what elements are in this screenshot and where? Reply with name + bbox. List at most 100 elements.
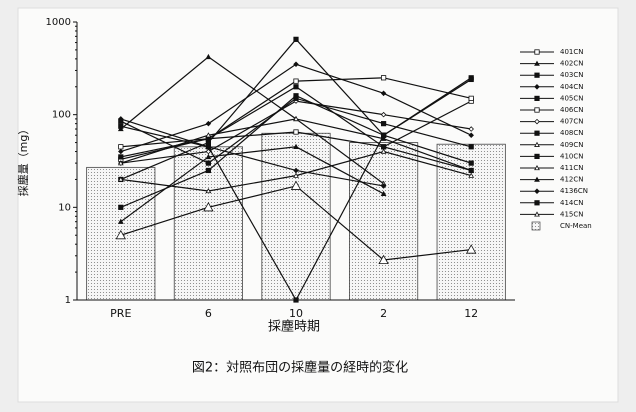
marker xyxy=(293,143,299,149)
legend-label: 408CN xyxy=(560,129,584,137)
x-tick-label: 6 xyxy=(205,307,212,320)
y-tick-label: 100 xyxy=(52,110,71,121)
marker xyxy=(115,229,126,240)
marker xyxy=(534,141,540,147)
marker xyxy=(205,144,212,150)
marker xyxy=(380,183,387,189)
marker xyxy=(293,84,299,90)
marker xyxy=(117,176,124,182)
marker xyxy=(203,202,214,212)
marker xyxy=(466,244,477,254)
marker xyxy=(380,190,387,196)
marker xyxy=(534,164,540,171)
legend-label: 406CN xyxy=(560,106,584,114)
bar xyxy=(349,142,419,301)
legend-label: 414CN xyxy=(560,199,584,207)
marker xyxy=(205,132,212,138)
marker xyxy=(534,95,540,101)
series-line xyxy=(120,118,384,187)
marker xyxy=(118,154,124,160)
legend-label: 407CN xyxy=(560,118,584,126)
marker xyxy=(534,200,540,206)
bar xyxy=(261,132,331,301)
legend-label: 401CN xyxy=(560,48,584,56)
marker xyxy=(468,172,475,178)
marker xyxy=(468,126,474,132)
marker xyxy=(468,160,474,166)
marker xyxy=(117,160,124,166)
marker xyxy=(380,144,387,150)
marker xyxy=(534,60,540,66)
marker xyxy=(534,49,540,55)
marker xyxy=(293,61,299,68)
marker xyxy=(293,167,299,174)
marker xyxy=(118,204,124,210)
marker xyxy=(534,84,540,90)
series-line xyxy=(120,146,384,223)
legend-label: 415CN xyxy=(560,210,584,218)
marker xyxy=(293,129,299,135)
marker xyxy=(293,115,299,122)
marker xyxy=(118,123,124,129)
marker xyxy=(205,160,211,166)
legend-label: 409CN xyxy=(560,141,584,149)
marker xyxy=(534,211,540,217)
x-tick-label: 10 xyxy=(289,307,303,320)
legend-label: 410CN xyxy=(560,152,584,160)
legend-label: 402CN xyxy=(560,60,584,68)
marker xyxy=(380,121,387,127)
marker xyxy=(468,76,474,83)
marker xyxy=(205,167,211,174)
marker xyxy=(205,153,212,160)
marker xyxy=(380,75,387,81)
marker xyxy=(205,53,212,60)
legend-swatch xyxy=(531,221,541,231)
marker xyxy=(468,95,474,101)
marker xyxy=(380,148,387,154)
marker xyxy=(290,180,302,190)
marker xyxy=(534,107,540,113)
x-axis-label: 採塵時期 xyxy=(268,320,320,335)
y-tick-label: 1000 xyxy=(46,17,71,28)
x-tick-label: 2 xyxy=(380,307,387,320)
legend-label: 411CN xyxy=(560,164,584,172)
legend-label: 412CN xyxy=(560,176,584,184)
marker xyxy=(534,153,540,159)
marker xyxy=(380,132,387,138)
series-line xyxy=(120,118,384,185)
marker xyxy=(380,111,387,118)
marker xyxy=(534,188,540,194)
legend-label: 4136CN xyxy=(560,187,588,195)
marker xyxy=(468,167,474,174)
marker xyxy=(293,95,299,101)
legend-label: CN-Mean xyxy=(560,222,592,230)
marker xyxy=(468,144,474,150)
y-tick-label: 10 xyxy=(58,202,71,213)
marker xyxy=(468,132,474,138)
marker xyxy=(117,218,124,224)
marker xyxy=(534,130,540,136)
marker xyxy=(380,90,387,97)
legend-label: 403CN xyxy=(560,71,584,79)
legend-label: 405CN xyxy=(560,94,584,102)
marker xyxy=(293,36,299,42)
marker xyxy=(118,118,124,124)
marker xyxy=(293,78,299,84)
marker xyxy=(205,120,212,127)
marker xyxy=(118,144,124,150)
marker xyxy=(534,118,540,125)
marker xyxy=(118,148,124,155)
y-tick-label: 1 xyxy=(65,295,71,306)
marker xyxy=(205,187,212,194)
marker xyxy=(534,176,540,182)
marker xyxy=(205,148,212,155)
x-tick-label: PRE xyxy=(110,307,131,320)
marker xyxy=(378,254,389,265)
marker xyxy=(293,297,299,303)
marker xyxy=(293,172,299,178)
legend-label: 404CN xyxy=(560,83,584,91)
y-axis-label: 採塵量（mg） xyxy=(16,124,30,197)
marker xyxy=(534,72,540,78)
